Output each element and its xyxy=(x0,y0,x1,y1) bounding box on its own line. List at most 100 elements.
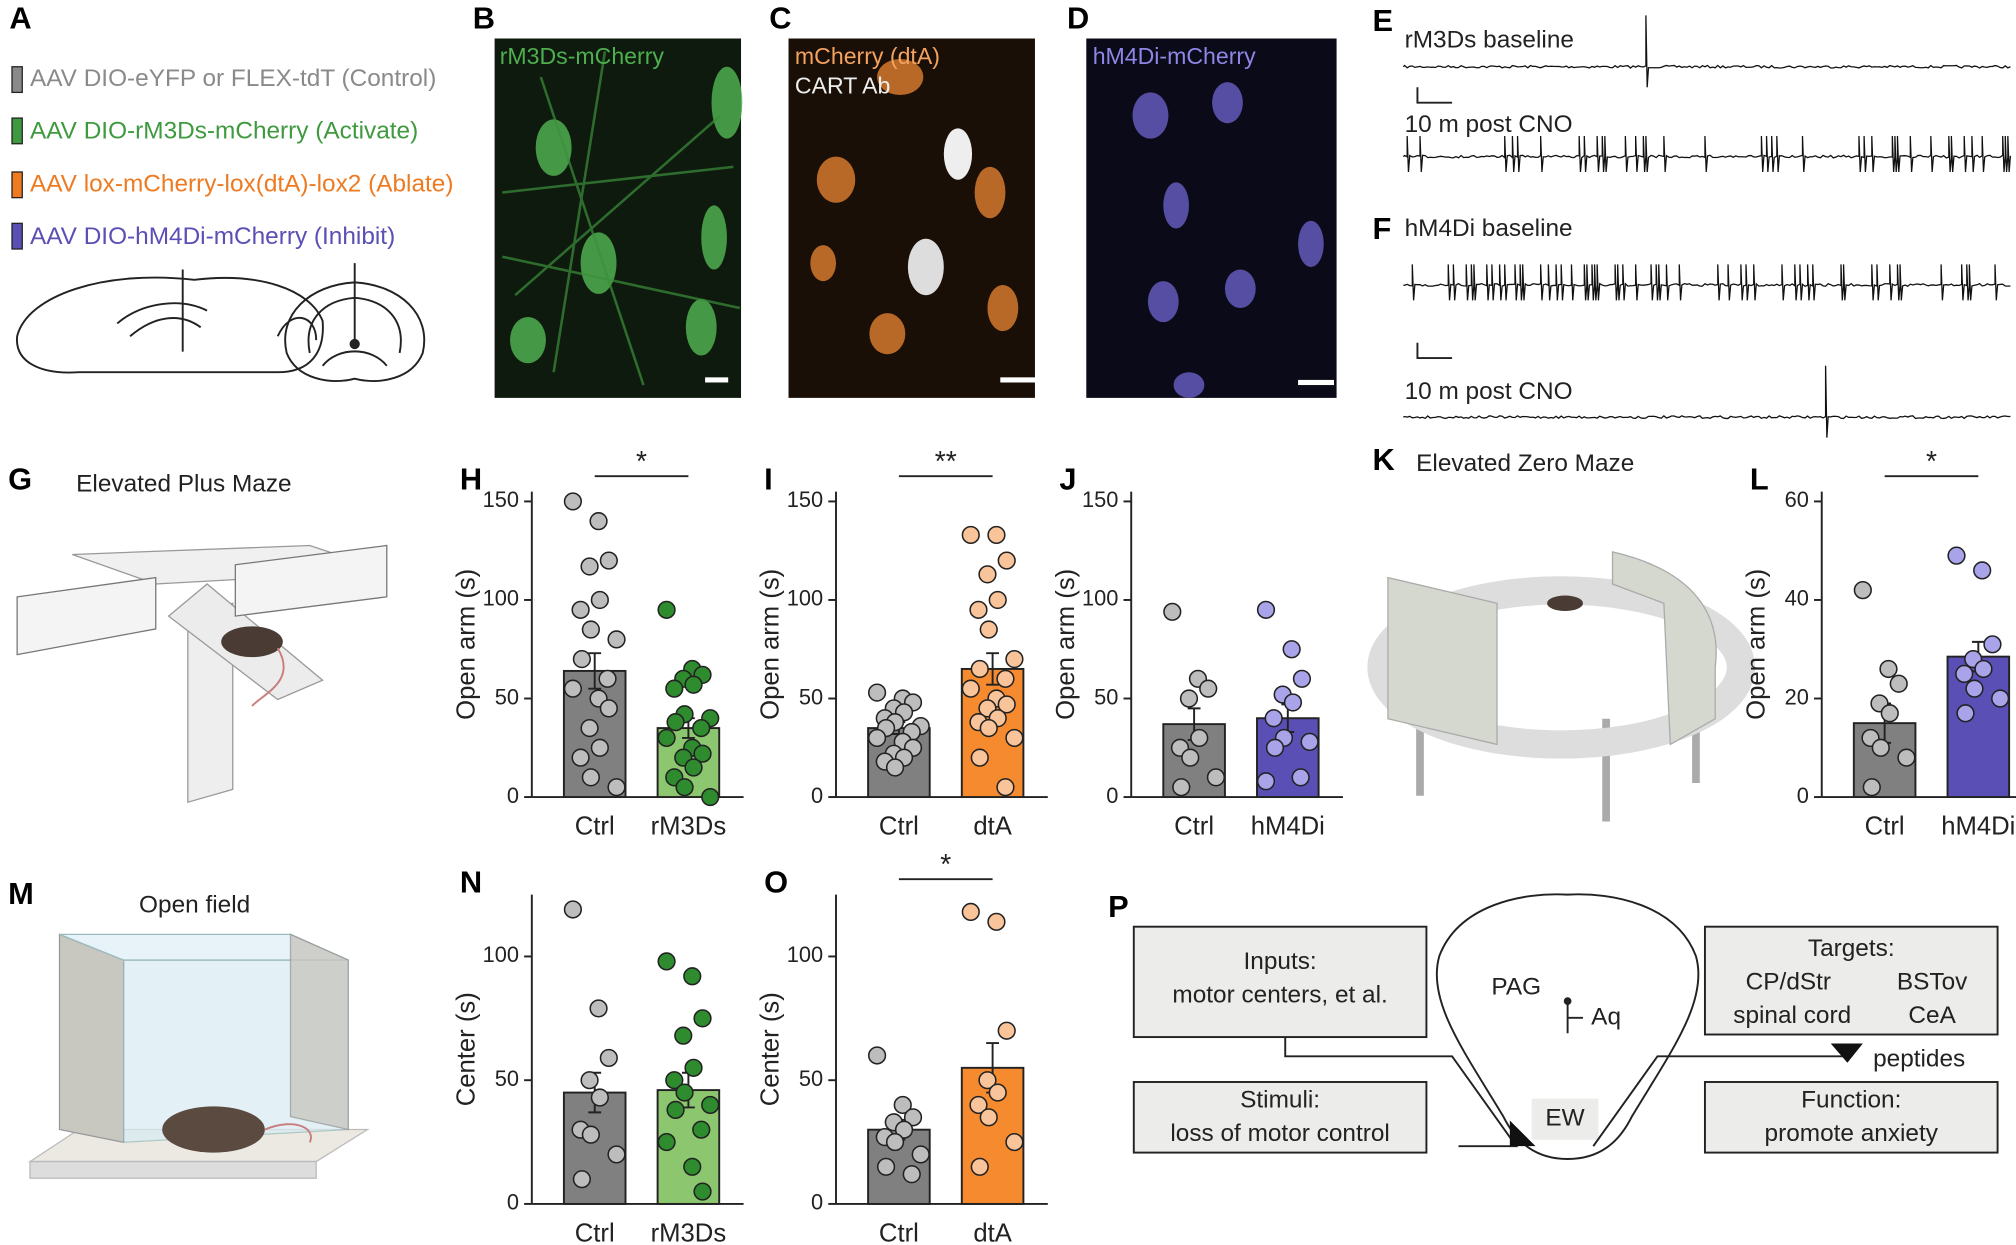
data-point xyxy=(1292,669,1312,688)
data-point xyxy=(1179,689,1199,708)
x-tick-label: rM3Ds xyxy=(651,1220,727,1245)
data-point xyxy=(1190,728,1209,748)
y-tick-label: 50 xyxy=(799,684,823,709)
significance-label: * xyxy=(940,848,951,880)
x-tick-label: Ctrl xyxy=(575,1220,615,1245)
panel-letter: B xyxy=(473,1,495,36)
data-point xyxy=(1265,738,1285,757)
data-point xyxy=(571,748,590,767)
box-label: motor centers, et al. xyxy=(1172,981,1387,1008)
data-point xyxy=(1199,679,1218,698)
data-point xyxy=(607,1145,626,1164)
box-label: CP/dStr xyxy=(1746,969,1831,996)
trace-label: 10 m post CNO xyxy=(1405,378,1573,405)
y-axis-label: Open arm (s) xyxy=(757,569,785,720)
micrograph-c xyxy=(788,38,1039,398)
y-axis-label: Center (s) xyxy=(452,992,480,1106)
data-point xyxy=(969,1095,988,1115)
micrograph-b xyxy=(494,38,743,398)
x-tick-label: hM4Di xyxy=(1251,813,1325,841)
data-point xyxy=(675,778,694,797)
panel-letter: D xyxy=(1067,1,1089,36)
image-label: mCherry (dtA) xyxy=(795,43,940,69)
box-label: spinal cord xyxy=(1733,1002,1851,1029)
box-label: Stimuli: xyxy=(1240,1087,1320,1114)
data-point xyxy=(1300,732,1319,751)
data-point xyxy=(590,1088,609,1107)
data-point xyxy=(598,669,617,688)
y-tick-label: 150 xyxy=(483,487,519,512)
data-point xyxy=(589,999,608,1018)
data-point xyxy=(988,1083,1007,1102)
data-point xyxy=(979,718,998,738)
data-point xyxy=(961,902,980,922)
y-axis-label: Open arm (s) xyxy=(1742,569,1770,720)
data-point xyxy=(988,590,1007,610)
data-point xyxy=(987,525,1006,545)
data-point xyxy=(885,758,905,777)
trace xyxy=(1403,264,2011,301)
data-point xyxy=(571,600,590,619)
data-point xyxy=(580,557,599,576)
data-point xyxy=(1991,689,2010,708)
data-point xyxy=(867,683,887,702)
y-tick-label: 20 xyxy=(1785,684,1809,709)
box-label: Function: xyxy=(1801,1087,1901,1114)
data-point xyxy=(572,1170,591,1189)
data-point xyxy=(1005,649,1024,669)
y-tick-label: 150 xyxy=(1082,487,1118,512)
data-point xyxy=(563,679,583,698)
x-tick-label: dtA xyxy=(973,1220,1012,1245)
box-label: CeA xyxy=(1908,1002,1956,1029)
data-point xyxy=(1256,772,1276,791)
data-point xyxy=(657,952,676,971)
y-tick-label: 50 xyxy=(799,1066,823,1091)
data-point xyxy=(675,1083,694,1102)
data-point xyxy=(701,787,720,807)
data-point xyxy=(665,679,684,698)
y-tick-label: 0 xyxy=(811,783,823,808)
data-point xyxy=(701,1095,720,1115)
data-point xyxy=(683,1157,702,1176)
data-point xyxy=(867,728,887,748)
data-point xyxy=(590,590,609,610)
data-point xyxy=(911,1145,930,1164)
y-tick-label: 40 xyxy=(1785,586,1809,611)
zero-maze xyxy=(1367,551,1756,822)
data-point xyxy=(684,1058,703,1077)
data-point xyxy=(1973,561,1992,580)
error-bar xyxy=(588,652,602,690)
brain-coronal xyxy=(284,263,426,382)
significance-label: ** xyxy=(935,445,957,477)
panel-letter: J xyxy=(1059,461,1076,496)
panel-letter: K xyxy=(1373,442,1395,477)
data-point xyxy=(1206,768,1226,787)
y-tick-label: 100 xyxy=(483,942,519,967)
data-point xyxy=(1264,709,1283,728)
data-point xyxy=(978,565,997,584)
data-point xyxy=(692,1120,711,1139)
construct-label: AAV lox-mCherry-lox(dtA)-lox2 (Ablate) xyxy=(30,170,454,197)
y-tick-label: 0 xyxy=(507,1190,519,1215)
box-label: promote anxiety xyxy=(1765,1120,1939,1147)
data-point xyxy=(607,630,626,649)
data-point xyxy=(997,1021,1016,1040)
data-point xyxy=(893,1095,912,1115)
brain-sagittal xyxy=(16,269,324,374)
data-point xyxy=(581,620,600,639)
y-tick-label: 0 xyxy=(1106,783,1118,808)
data-point xyxy=(1282,640,1301,659)
data-point xyxy=(997,695,1016,714)
schematic-title: Open field xyxy=(139,892,250,919)
data-point xyxy=(867,1046,887,1065)
image-label: CART Ab xyxy=(795,72,890,98)
data-point xyxy=(969,600,988,619)
box-label: BSTov xyxy=(1897,969,1968,996)
image-label: rM3Ds-mCherry xyxy=(500,43,665,69)
plus-maze xyxy=(16,544,388,804)
x-tick-label: dtA xyxy=(973,813,1012,841)
x-tick-label: rM3Ds xyxy=(651,813,727,841)
error-bar xyxy=(986,652,1000,686)
micrograph-d xyxy=(1086,38,1337,398)
